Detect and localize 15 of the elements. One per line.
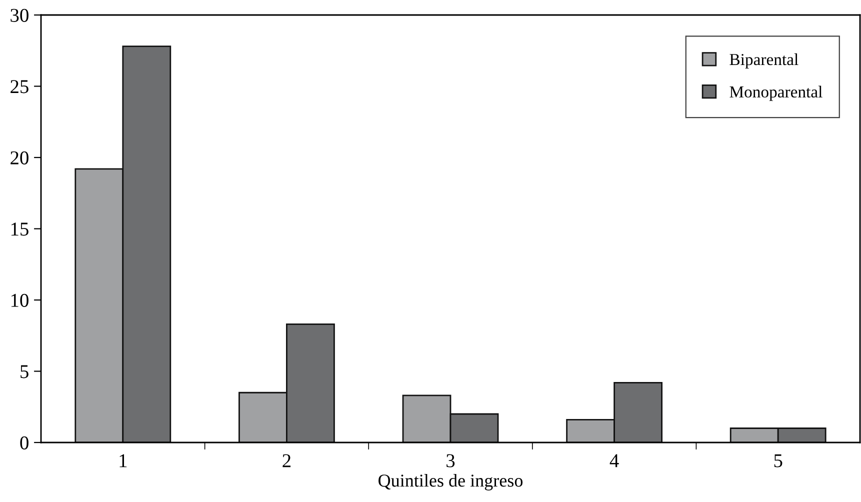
x-tick-label: 2: [282, 454, 290, 468]
x-tick-label: 5: [774, 454, 782, 468]
y-tick-label: 30: [10, 8, 28, 22]
y-tick-label: 10: [11, 294, 28, 307]
x-tick-label: 4: [610, 454, 619, 468]
legend-label: Monoparental: [730, 86, 822, 101]
y-tick-label: 20: [10, 151, 28, 164]
y-tick-label: 15: [11, 222, 28, 236]
x-axis-title: Quintiles de ingreso: [378, 474, 523, 490]
y-tick-label: 5: [20, 365, 28, 378]
x-tick-label: 1: [120, 454, 127, 468]
y-tick-label: 0: [20, 436, 28, 450]
x-tick-label: 3: [446, 454, 455, 468]
legend-label: Biparental: [730, 53, 798, 69]
y-tick-label: 25: [10, 80, 28, 94]
